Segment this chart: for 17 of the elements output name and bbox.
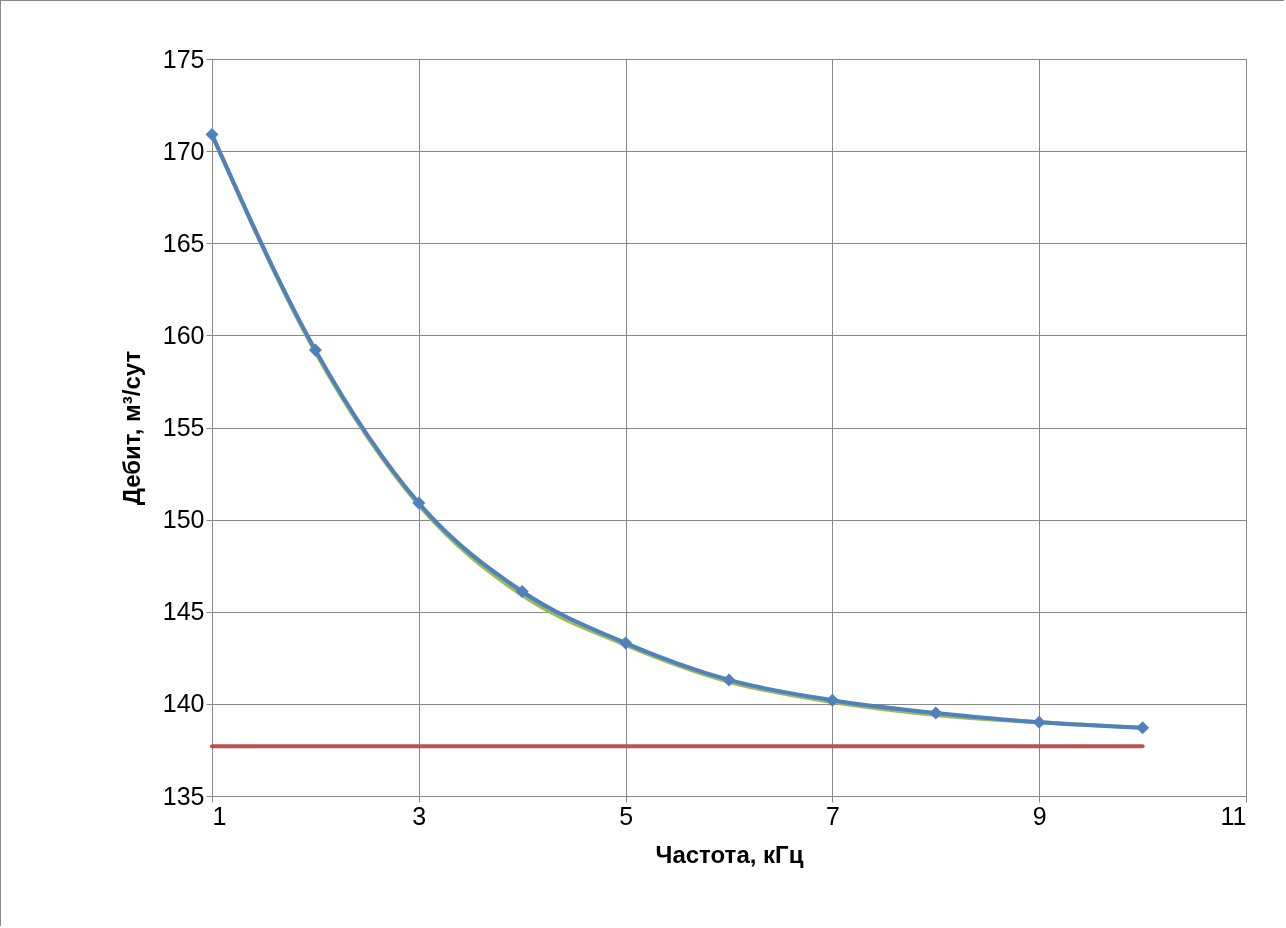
x-tick-label: 1 [212,801,227,830]
y-tick-label: 145 [162,597,205,626]
y-tick-label: 165 [162,228,205,257]
y-tick-label: 170 [162,136,205,165]
y-tick-label: 175 [162,44,205,73]
x-tick-label: 5 [619,801,634,830]
y-tick-label: 150 [162,505,205,534]
y-tick-label: 160 [162,320,205,349]
y-tick-label: 140 [162,689,205,718]
x-tick-label: 7 [825,801,840,830]
x-axis-title: Частота, кГц [655,840,804,868]
x-tick-label: 9 [1032,801,1047,830]
x-tick-label: 3 [412,801,427,830]
y-axis-title: Дебит, м³/сут [117,350,145,506]
x-tick-label: 11 [1220,801,1247,830]
y-tick-label: 155 [162,413,205,441]
y-tick-label: 135 [162,781,205,810]
